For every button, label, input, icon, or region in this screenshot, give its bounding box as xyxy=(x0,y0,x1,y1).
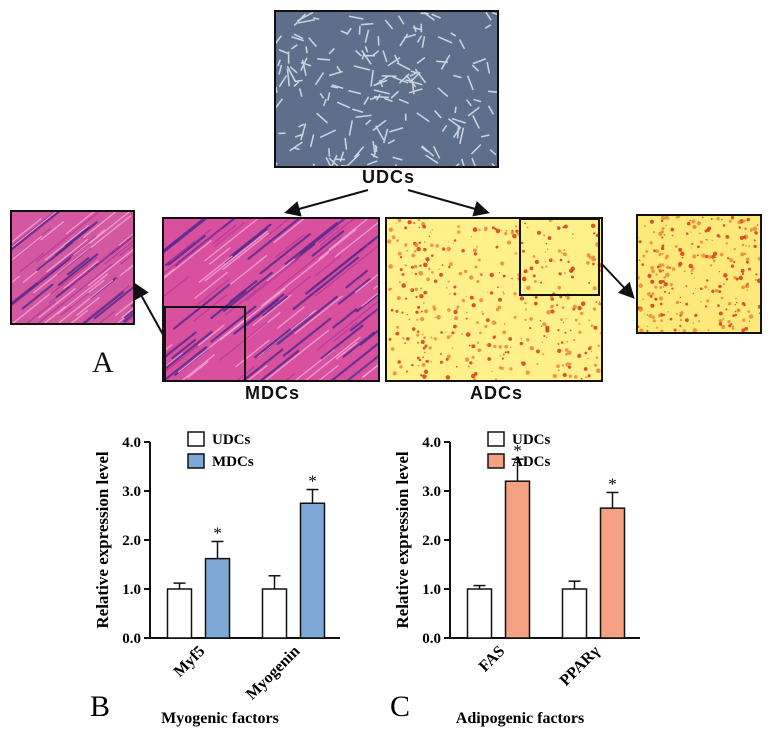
arrow-to-mdcs xyxy=(284,189,369,217)
chart-c-panel-letter: C xyxy=(390,690,410,723)
mdcs-zoom-micrograph xyxy=(10,210,135,325)
mdcs-micrograph xyxy=(162,217,380,382)
chart-b-ytick-label: 2.0 xyxy=(122,533,141,549)
chart-b-bar-udcs-2 xyxy=(261,588,288,639)
chart-c-category-label-1: FAS xyxy=(476,643,509,676)
chart-b-ylabel: Relative expression level xyxy=(93,451,112,628)
chart-b-legend-swatch-udcs xyxy=(187,431,205,447)
chart-c-bar-adcs-1 xyxy=(504,480,531,639)
mdcs-zoom-region xyxy=(164,306,246,382)
chart-c-ylabel: Relative expression level xyxy=(393,451,412,628)
chart-b-ytick-label: 0.0 xyxy=(122,631,141,647)
chart-b-bar-mdcs-2 xyxy=(299,502,326,639)
chart-b-significance-1: * xyxy=(213,523,222,542)
chart-b-xlabel: Myogenic factors xyxy=(161,710,279,727)
chart-b-ytick-label: 4.0 xyxy=(122,435,141,451)
chart-b-category-label-1: Myf5 xyxy=(171,643,209,681)
chart-b-legend-label-mdcs: MDCs xyxy=(212,454,254,470)
mdcs-stain-texture xyxy=(164,219,378,380)
chart-b-panel-letter: B xyxy=(90,690,110,723)
chart-c-legend-label-udcs: UDCs xyxy=(512,432,550,448)
chart-c-xlabel: Adipogenic factors xyxy=(456,710,584,727)
mdcs-zoom-texture xyxy=(12,212,133,323)
adcs-zoom-region xyxy=(519,218,600,296)
udcs-label: UDCs xyxy=(362,167,416,187)
chart-b-bar-mdcs-1 xyxy=(204,557,231,639)
adcs-micrograph xyxy=(385,217,603,382)
panel-a-letter: A xyxy=(92,346,114,379)
adcs-zoom-micrograph xyxy=(636,214,762,334)
chart-c: Relative expression level 0.0 1.0 2.0 3.0 4.0… xyxy=(380,420,670,730)
chart-c-ytick-label: 2.0 xyxy=(422,533,441,549)
arrow-to-adcs-zoom xyxy=(597,259,635,299)
chart-b-svg: Relative expression level 0.0 1.0 2.0 3.0 4.0… xyxy=(90,431,340,727)
chart-b-category-label-2: Myogenin xyxy=(243,643,303,703)
chart-c-category-label-2: PPARγ xyxy=(557,642,604,689)
chart-b-legend-swatch-mdcs xyxy=(187,453,205,469)
chart-b-legend-label-udcs: UDCs xyxy=(212,432,250,448)
chart-c-bar-udcs-2 xyxy=(561,588,588,639)
chart-c-ytick-label: 3.0 xyxy=(422,484,441,500)
chart-c-bar-adcs-2 xyxy=(599,507,626,639)
chart-c-legend-swatch-adcs xyxy=(487,453,505,469)
chart-c-significance-2: * xyxy=(608,474,617,493)
chart-c-ytick-label: 1.0 xyxy=(422,582,441,598)
chart-c-bar-udcs-1 xyxy=(466,588,493,639)
adcs-zoom-texture xyxy=(638,216,760,332)
chart-c-legend-label-adcs: ADCs xyxy=(512,454,550,470)
chart-b-bar-udcs-1 xyxy=(166,588,193,639)
mdcs-label: MDCs xyxy=(245,383,301,403)
chart-b: Relative expression level 0.0 1.0 2.0 3.0 4.0… xyxy=(80,420,370,730)
chart-b-ytick-label: 3.0 xyxy=(122,484,141,500)
adcs-label: ADCs xyxy=(470,383,524,403)
chart-c-ytick-label: 4.0 xyxy=(422,435,441,451)
chart-b-ytick-label: 1.0 xyxy=(122,582,141,598)
udcs-cell-texture xyxy=(276,12,497,166)
udcs-micrograph xyxy=(274,10,499,168)
chart-c-significance-1: * xyxy=(513,441,522,460)
chart-c-ytick-label: 0.0 xyxy=(422,631,441,647)
chart-c-svg: Relative expression level 0.0 1.0 2.0 3.0 4.0… xyxy=(390,431,640,727)
chart-b-significance-2: * xyxy=(308,472,317,491)
arrow-to-adcs xyxy=(407,189,490,217)
chart-c-legend-swatch-udcs xyxy=(487,431,505,447)
adcs-oilred-texture xyxy=(387,219,601,380)
